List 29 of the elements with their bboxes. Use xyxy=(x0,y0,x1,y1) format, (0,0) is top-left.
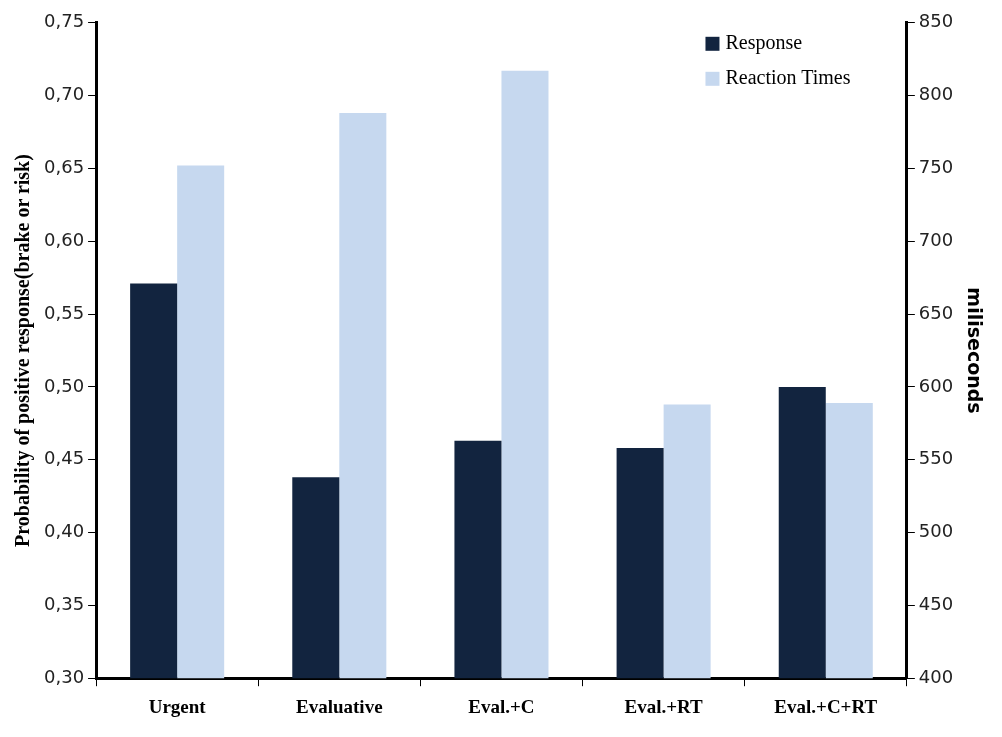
y2-tick-label: 700 xyxy=(918,228,954,250)
x-tick-label: Urgent xyxy=(148,695,207,717)
y-tick-label: 0,40 xyxy=(44,520,85,542)
x-tick-label: Evaluative xyxy=(296,695,383,717)
y2-tick-label: 850 xyxy=(918,10,954,32)
legend-label: Reaction Times xyxy=(725,66,851,89)
x-tick-label: Eval.+C+RT xyxy=(774,695,878,717)
y-axis-title: Probability of positive response(brake or risk) xyxy=(11,154,35,547)
y2-tick-label: 750 xyxy=(918,156,954,178)
y2-tick-label: 400 xyxy=(918,665,954,687)
y2-tick-label: 650 xyxy=(918,301,954,323)
y-tick-label: 0,45 xyxy=(44,447,85,469)
y-tick-label: 0,75 xyxy=(44,10,85,32)
x-tick-label: Eval.+RT xyxy=(624,695,704,717)
y2-tick-label: 600 xyxy=(918,374,954,396)
y2-tick-label: 800 xyxy=(918,83,954,105)
y2-tick-label: 550 xyxy=(918,447,954,469)
y-tick-label: 0,60 xyxy=(44,228,85,250)
y-tick-label: 0,70 xyxy=(44,83,85,105)
y2-tick-label: 450 xyxy=(918,593,954,615)
y-tick-label: 0,55 xyxy=(44,301,85,323)
y-tick-label: 0,30 xyxy=(44,665,85,687)
y-tick-label: 0,65 xyxy=(44,156,85,178)
y2-axis-title: miliseconds xyxy=(963,287,986,414)
y-tick-label: 0,35 xyxy=(44,593,85,615)
x-tick-label: Eval.+C xyxy=(468,695,535,717)
y2-tick-label: 500 xyxy=(918,520,954,542)
legend-label: Response xyxy=(725,31,803,55)
y-tick-label: 0,50 xyxy=(44,374,85,396)
